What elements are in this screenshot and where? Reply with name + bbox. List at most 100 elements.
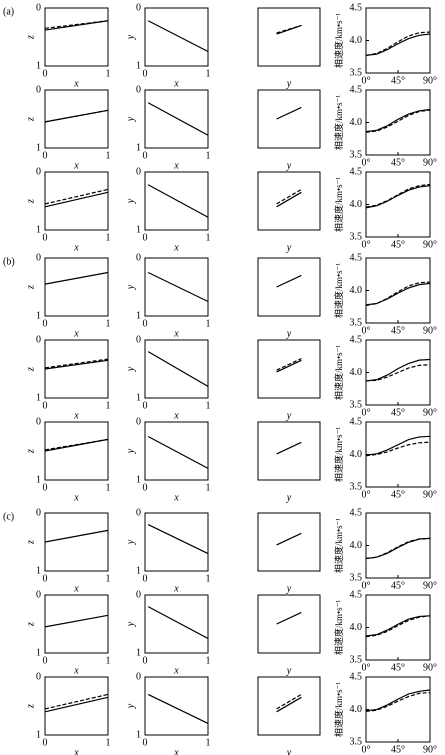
data-line bbox=[365, 692, 431, 713]
y-tick-label: 0 bbox=[36, 589, 41, 600]
data-line bbox=[365, 689, 431, 712]
y-tick-label: 4.0 bbox=[350, 622, 363, 633]
y-tick-label: 4.0 bbox=[350, 35, 363, 46]
x-tick-label: 0° bbox=[362, 75, 371, 86]
x-tick-label: 0 bbox=[43, 573, 48, 584]
plot-frame bbox=[44, 89, 109, 149]
y-tick-label: 4.5 bbox=[350, 2, 363, 13]
y-tick-label: 4.5 bbox=[350, 252, 363, 263]
x-axis-label: y bbox=[286, 78, 292, 89]
x-tick-label: 1 bbox=[206, 655, 211, 666]
y-tick-label: 4.0 bbox=[350, 704, 363, 715]
data-line bbox=[147, 524, 209, 555]
x-axis-label: x bbox=[73, 665, 79, 676]
x-tick-label: 0 bbox=[43, 482, 48, 493]
plot-frame bbox=[44, 339, 109, 399]
plot-frame bbox=[365, 89, 431, 156]
x-tick-label: 0 bbox=[143, 68, 148, 79]
x-axis-label: x bbox=[173, 242, 179, 253]
y-axis-label: 相速度/km•s⁻¹ bbox=[333, 600, 344, 655]
y-axis-label: 相速度/km•s⁻¹ bbox=[333, 13, 344, 68]
y-tick-label: 0 bbox=[136, 2, 141, 13]
y-axis-label: 相速度/km•s⁻¹ bbox=[333, 427, 344, 482]
y-tick-label: 1 bbox=[136, 310, 141, 321]
y-axis-label: 相速度/km•s⁻¹ bbox=[333, 682, 344, 737]
data-line bbox=[276, 188, 302, 205]
y-axis-label: 相速度/km•s⁻¹ bbox=[333, 95, 344, 150]
x-tick-label: 90° bbox=[423, 489, 437, 500]
y-tick-label: 3.5 bbox=[350, 231, 363, 242]
y-axis-label: y bbox=[125, 703, 136, 709]
y-tick-label: 4.5 bbox=[350, 334, 363, 345]
y-axis-label: y bbox=[125, 284, 136, 290]
y-tick-label: 4.5 bbox=[350, 589, 363, 600]
data-line bbox=[147, 102, 209, 136]
y-tick-label: 1 bbox=[136, 565, 141, 576]
y-tick-label: 1 bbox=[36, 224, 41, 235]
y-tick-label: 1 bbox=[136, 647, 141, 658]
x-axis-label: x bbox=[173, 665, 179, 676]
x-axis-label: y bbox=[286, 583, 292, 594]
data-line bbox=[147, 606, 209, 640]
plot-frame bbox=[257, 339, 321, 399]
x-tick-label: 45° bbox=[391, 580, 405, 591]
y-tick-label: 3.5 bbox=[350, 149, 363, 160]
plot-frame bbox=[44, 7, 109, 67]
x-tick-label: 1 bbox=[106, 150, 111, 161]
plot-frame bbox=[257, 594, 321, 654]
x-tick-label: 0 bbox=[143, 232, 148, 243]
plot-frame bbox=[44, 171, 109, 231]
y-tick-label: 1 bbox=[36, 392, 41, 403]
data-line bbox=[276, 696, 302, 713]
y-tick-label: 3.5 bbox=[350, 67, 363, 78]
y-axis-label: z bbox=[25, 704, 36, 709]
plot-frame bbox=[144, 89, 209, 149]
x-tick-label: 1 bbox=[106, 655, 111, 666]
x-axis-label: y bbox=[286, 492, 292, 503]
y-tick-label: 0 bbox=[36, 252, 41, 263]
data-line bbox=[44, 271, 109, 285]
y-axis-label: y bbox=[125, 621, 136, 627]
data-line bbox=[365, 282, 431, 306]
y-tick-label: 1 bbox=[136, 142, 141, 153]
data-line bbox=[365, 435, 431, 456]
y-tick-label: 0 bbox=[36, 166, 41, 177]
y-axis-label: 相速度/km•s⁻¹ bbox=[333, 263, 344, 318]
y-axis-label: z bbox=[25, 199, 36, 204]
data-line bbox=[365, 358, 431, 382]
y-tick-label: 4.5 bbox=[350, 166, 363, 177]
data-line bbox=[365, 441, 431, 457]
x-axis-label: x bbox=[173, 410, 179, 421]
plot-frame bbox=[257, 171, 321, 231]
y-axis-label: z bbox=[25, 449, 36, 454]
x-tick-label: 0 bbox=[143, 150, 148, 161]
y-tick-label: 1 bbox=[36, 474, 41, 485]
data-line bbox=[147, 693, 209, 724]
x-tick-label: 0 bbox=[43, 318, 48, 329]
plot-frame bbox=[144, 676, 209, 736]
x-axis-label: y bbox=[286, 665, 292, 676]
y-tick-label: 3.5 bbox=[350, 317, 363, 328]
y-tick-label: 0 bbox=[136, 252, 141, 263]
plot-frame bbox=[365, 7, 431, 74]
y-tick-label: 0 bbox=[136, 507, 141, 518]
x-tick-label: 1 bbox=[106, 68, 111, 79]
plot-frame bbox=[144, 7, 209, 67]
y-axis-label: y bbox=[125, 448, 136, 454]
y-tick-label: 1 bbox=[36, 647, 41, 658]
x-tick-label: 45° bbox=[391, 744, 405, 755]
x-tick-label: 0 bbox=[143, 482, 148, 493]
data-line bbox=[276, 693, 302, 710]
data-line bbox=[44, 109, 109, 123]
panel-label: (a) bbox=[3, 6, 14, 17]
plot-frame bbox=[144, 512, 209, 572]
y-tick-label: 4.0 bbox=[350, 367, 363, 378]
x-tick-label: 1 bbox=[206, 68, 211, 79]
y-tick-label: 1 bbox=[36, 142, 41, 153]
x-tick-label: 90° bbox=[423, 407, 437, 418]
plot-frame bbox=[365, 257, 431, 324]
plot-frame bbox=[257, 89, 321, 149]
data-line bbox=[147, 184, 209, 218]
data-line bbox=[365, 185, 431, 209]
x-axis-label: x bbox=[173, 78, 179, 89]
